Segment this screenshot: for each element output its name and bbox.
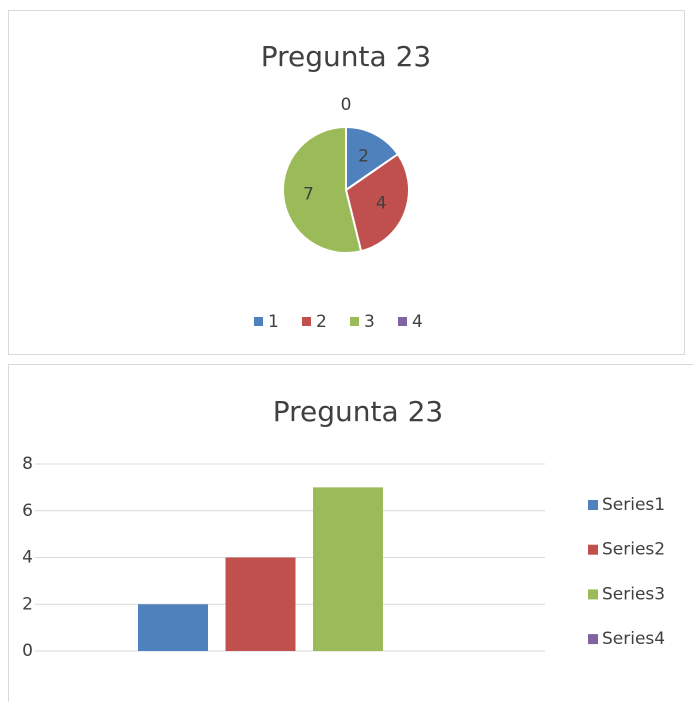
legend-label: 2 bbox=[316, 312, 327, 332]
legend-label: Series2 bbox=[602, 540, 665, 560]
legend-swatch bbox=[588, 500, 598, 510]
chart-title: Pregunta 23 bbox=[273, 395, 443, 428]
legend-swatch bbox=[588, 589, 598, 600]
legend-swatch bbox=[350, 317, 359, 326]
y-tick-label: 0 bbox=[22, 641, 33, 661]
data-label: 7 bbox=[303, 185, 314, 205]
y-tick-label: 4 bbox=[22, 548, 33, 568]
pie-slice bbox=[282, 125, 363, 254]
legend-swatch bbox=[302, 317, 311, 326]
legend-label: Series4 bbox=[602, 629, 665, 649]
data-label: 2 bbox=[358, 147, 369, 167]
legend-swatch bbox=[398, 317, 407, 326]
y-tick-label: 8 bbox=[22, 454, 33, 474]
data-label: 4 bbox=[376, 193, 387, 213]
bar bbox=[138, 604, 208, 651]
legend-label: 1 bbox=[268, 312, 279, 332]
legend-swatch bbox=[254, 317, 263, 326]
chart-title: Pregunta 23 bbox=[261, 40, 431, 73]
y-tick-label: 6 bbox=[22, 501, 33, 521]
y-tick-label: 2 bbox=[22, 594, 33, 614]
pie-slice bbox=[344, 152, 410, 253]
bar bbox=[313, 487, 383, 651]
legend-label: Series1 bbox=[602, 495, 665, 515]
data-label: 0 bbox=[341, 95, 352, 115]
legend-swatch bbox=[588, 634, 598, 645]
legend-label: 4 bbox=[412, 312, 423, 332]
legend-label: Series3 bbox=[602, 584, 665, 604]
legend-swatch bbox=[588, 544, 598, 555]
pie-slice bbox=[345, 125, 400, 192]
bar bbox=[225, 557, 296, 651]
legend-label: 3 bbox=[364, 312, 375, 332]
